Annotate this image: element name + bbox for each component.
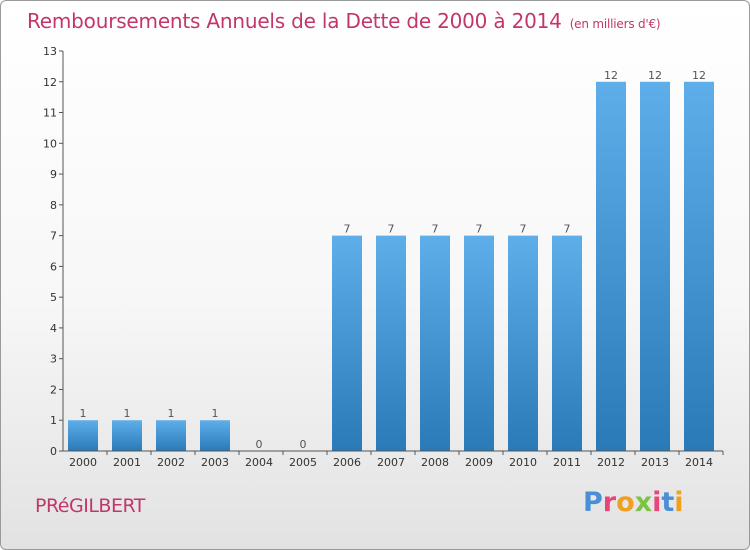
x-tick-label: 2012: [597, 456, 625, 469]
data-label: 1: [124, 407, 131, 420]
y-tick-label: 3: [50, 353, 57, 366]
data-label: 12: [692, 69, 706, 82]
x-tick-label: 2009: [465, 456, 493, 469]
x-tick-label: 2013: [641, 456, 669, 469]
x-tick-label: 2000: [69, 456, 97, 469]
y-tick-label: 2: [50, 383, 57, 396]
y-tick-label: 0: [50, 445, 57, 458]
data-label: 7: [476, 223, 483, 236]
data-label: 7: [344, 223, 351, 236]
bar-2011: [552, 235, 582, 451]
x-tick-label: 2010: [509, 456, 537, 469]
data-label: 7: [432, 223, 439, 236]
x-tick-label: 2001: [113, 456, 141, 469]
bar-2008: [420, 235, 450, 451]
data-label: 1: [80, 407, 87, 420]
x-tick-label: 2008: [421, 456, 449, 469]
logo-letter: P: [583, 487, 603, 518]
chart-subtitle: (en milliers d'€): [569, 17, 661, 31]
data-label: 12: [604, 69, 618, 82]
y-tick-label: 4: [50, 322, 57, 335]
bar-2010: [508, 235, 538, 451]
data-label: 1: [212, 407, 219, 420]
x-tick-label: 2006: [333, 456, 361, 469]
data-label: 0: [256, 438, 263, 451]
bar-2013: [640, 81, 670, 452]
labels-group: 2000 1 2001 1 2002 1 2003 1 2004 0 2005 0 2006 7 2007 7…: [69, 69, 713, 469]
chart-title: Remboursements Annuels de la Dette de 20…: [27, 9, 661, 33]
y-tick-label: 13: [43, 45, 57, 58]
bar-2014: [684, 81, 714, 452]
bar-2012: [596, 81, 626, 452]
y-tick-label: 10: [43, 137, 57, 150]
bar-2003: [200, 420, 230, 451]
commune-name: PRéGILBERT: [35, 495, 145, 517]
chart-title-text: Remboursements Annuels de la Dette de 20…: [27, 9, 562, 33]
x-tick-label: 2003: [201, 456, 229, 469]
data-label: 12: [648, 69, 662, 82]
logo-letter: t: [661, 487, 675, 518]
y-tick-label: 9: [50, 168, 57, 181]
proxiti-logo: Proxiti: [583, 487, 684, 518]
logo-letter: o: [616, 487, 635, 518]
logo-letter: x: [634, 487, 653, 518]
bar-2000: [68, 420, 98, 451]
data-label: 7: [520, 223, 527, 236]
bars-group: [68, 81, 714, 452]
data-label: 0: [300, 438, 307, 451]
y-tick-label: 7: [50, 230, 57, 243]
logo-letter: r: [602, 487, 617, 518]
x-tick-label: 2005: [289, 456, 317, 469]
y-tick-label: 8: [50, 199, 57, 212]
bar-2009: [464, 235, 494, 451]
x-tick-label: 2004: [245, 456, 273, 469]
y-tick-label: 5: [50, 291, 57, 304]
bar-2001: [112, 420, 142, 451]
data-label: 7: [564, 223, 571, 236]
x-tick-label: 2002: [157, 456, 185, 469]
logo-letter: i: [674, 487, 684, 518]
bar-2006: [332, 235, 362, 451]
x-tick-label: 2007: [377, 456, 405, 469]
data-label: 1: [168, 407, 175, 420]
bar-2002: [156, 420, 186, 451]
y-tick-label: 1: [50, 414, 57, 427]
y-tick-label: 11: [43, 107, 57, 120]
logo-letter: i: [652, 487, 662, 518]
x-tick-label: 2011: [553, 456, 581, 469]
y-tick-label: 12: [43, 76, 57, 89]
x-tick-label: 2014: [685, 456, 713, 469]
data-label: 7: [388, 223, 395, 236]
bar-2007: [376, 235, 406, 451]
y-tick-label: 6: [50, 260, 57, 273]
